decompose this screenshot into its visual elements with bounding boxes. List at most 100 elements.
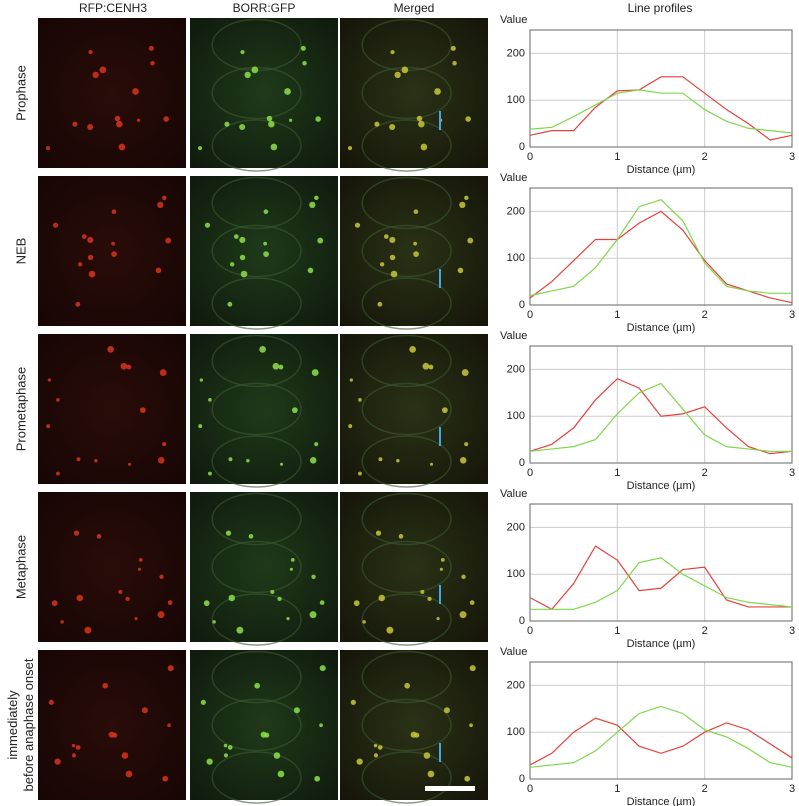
micrograph — [38, 176, 186, 326]
spot — [469, 665, 476, 672]
y-axis-label: Value — [500, 14, 527, 26]
spot — [111, 209, 117, 215]
cell-outline — [361, 119, 452, 172]
spot — [404, 682, 410, 689]
spot — [413, 251, 419, 257]
spot — [443, 707, 450, 714]
spot — [386, 626, 394, 634]
series-line — [530, 557, 793, 610]
cell-outline — [211, 698, 302, 752]
series-line — [529, 89, 793, 134]
spot — [413, 241, 418, 246]
spot — [75, 301, 81, 307]
x-axis-label: Distance (µm) — [627, 796, 696, 806]
spot — [244, 71, 251, 79]
x-tick-label: 3 — [789, 309, 795, 321]
spot — [157, 611, 165, 619]
spot — [377, 301, 383, 307]
y-tick-label: 200 — [507, 521, 525, 533]
spot — [127, 462, 132, 466]
x-tick-label: 1 — [614, 151, 620, 163]
spot — [279, 462, 284, 466]
spot — [300, 45, 306, 51]
spot — [116, 120, 123, 128]
cell-outline — [211, 492, 302, 546]
column-header: Line profiles — [628, 1, 693, 15]
spot — [423, 752, 431, 759]
spot — [88, 49, 93, 55]
spot — [311, 574, 316, 580]
spot — [390, 270, 398, 278]
spot — [125, 770, 133, 778]
x-tick-label: 0 — [527, 151, 533, 163]
spot — [155, 267, 162, 274]
spot — [227, 745, 233, 750]
x-tick-label: 2 — [702, 151, 708, 163]
spot — [263, 251, 269, 257]
spot — [139, 407, 146, 414]
spot — [284, 88, 291, 95]
spot — [378, 594, 386, 602]
spot — [99, 66, 107, 74]
spot — [277, 770, 285, 778]
spot — [311, 369, 319, 376]
spot — [459, 611, 467, 619]
spot — [77, 262, 83, 267]
spot — [389, 254, 396, 261]
spot — [394, 71, 401, 79]
spot — [353, 600, 360, 607]
spot — [289, 567, 293, 571]
spot — [259, 346, 266, 353]
spot — [228, 457, 233, 462]
spot — [289, 118, 293, 122]
spot — [270, 589, 275, 594]
spot — [268, 120, 275, 128]
micrograph — [38, 18, 186, 168]
micrograph — [340, 18, 488, 168]
spot — [314, 775, 321, 782]
spot — [157, 201, 164, 209]
column-header: RFP:CENH3 — [79, 1, 147, 15]
spot — [148, 45, 154, 51]
spot — [450, 45, 456, 51]
spot — [414, 732, 420, 738]
spot — [199, 378, 203, 382]
spot — [319, 723, 323, 728]
spot — [206, 758, 213, 765]
spot — [239, 236, 246, 244]
y-tick-label: 0 — [519, 457, 525, 469]
x-tick-label: 2 — [702, 783, 708, 795]
spot — [167, 723, 171, 728]
spot — [428, 364, 434, 370]
x-tick-label: 3 — [789, 625, 795, 637]
spot — [118, 143, 126, 151]
cell-outline — [361, 334, 452, 388]
spot — [81, 234, 87, 239]
cell-outline — [361, 751, 452, 804]
spot — [141, 707, 148, 714]
spot — [45, 146, 51, 151]
spot — [71, 753, 77, 758]
spot — [239, 123, 246, 131]
series-line — [529, 76, 793, 141]
series-line — [529, 382, 792, 452]
spot — [162, 195, 167, 201]
x-tick-label: 0 — [527, 467, 533, 479]
spot — [270, 143, 278, 151]
spot — [236, 626, 244, 634]
spot — [356, 758, 363, 765]
spot — [264, 732, 270, 738]
cell-outline — [361, 540, 452, 594]
spot — [167, 665, 174, 672]
y-tick-label: 100 — [507, 410, 525, 422]
spot — [362, 620, 366, 624]
y-tick-label: 0 — [519, 141, 525, 153]
spot — [200, 699, 206, 705]
x-tick-label: 3 — [789, 783, 795, 795]
spot — [76, 457, 81, 462]
spot — [302, 61, 307, 66]
spot — [47, 378, 51, 382]
spot — [383, 234, 389, 239]
cell-outline — [211, 751, 302, 804]
